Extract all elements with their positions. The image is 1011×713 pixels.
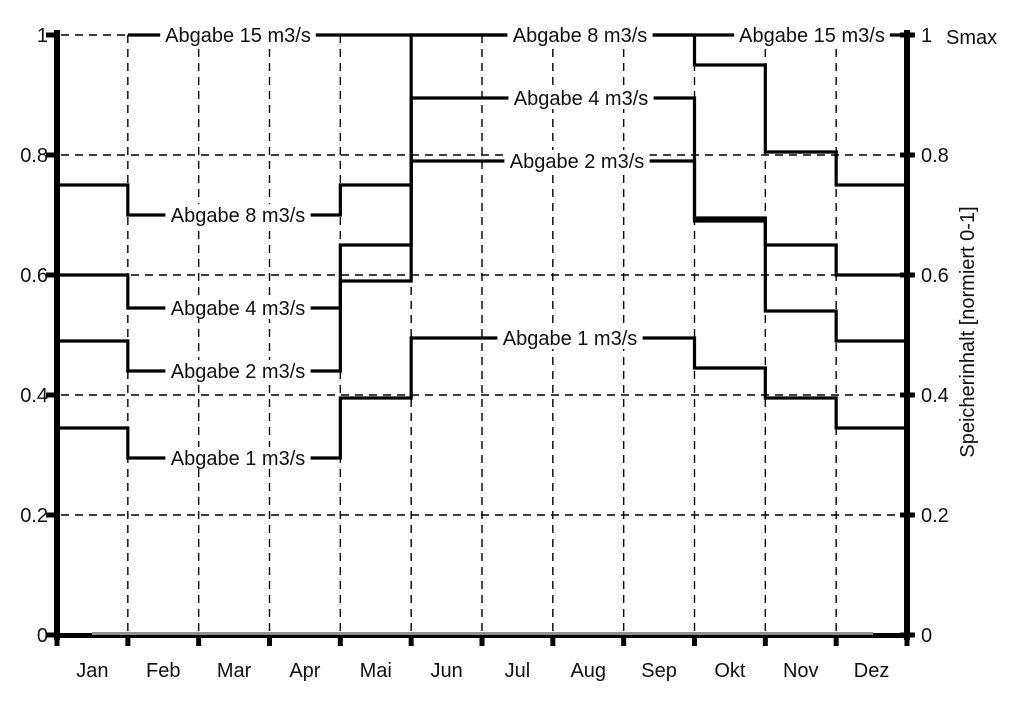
right-axis-title: Speicherinhalt [normiert 0-1] bbox=[957, 206, 979, 457]
series-label-bg bbox=[165, 447, 311, 469]
x-tick-label: Nov bbox=[783, 660, 819, 682]
right-tick-label: 0 bbox=[921, 625, 932, 647]
x-tick-label: Okt bbox=[714, 660, 746, 682]
series-label: Abgabe 8 m3/s bbox=[171, 205, 306, 227]
x-tick-label: Sep bbox=[641, 660, 677, 682]
series-label: Abgabe 15 m3/s bbox=[165, 25, 311, 47]
right-axis-tick bbox=[900, 632, 915, 638]
left-axis-tick bbox=[46, 272, 55, 278]
left-tick-label: 0.2 bbox=[20, 505, 48, 527]
series-label-bg bbox=[504, 150, 650, 172]
left-tick-label: 1 bbox=[37, 25, 48, 47]
series-label-bg bbox=[160, 24, 316, 46]
x-tick-label: Jun bbox=[430, 660, 462, 682]
series-label-bg bbox=[165, 360, 311, 382]
left-axis-tick bbox=[46, 632, 55, 638]
series-label: Abgabe 4 m3/s bbox=[514, 88, 649, 110]
series-label-bg bbox=[508, 87, 654, 109]
series-label: Abgabe 4 m3/s bbox=[171, 298, 306, 320]
series-label-bg bbox=[165, 204, 311, 226]
y-axis-right bbox=[904, 30, 910, 640]
x-axis bbox=[54, 633, 910, 638]
series-label: Abgabe 1 m3/s bbox=[503, 328, 638, 350]
bottom-axis-tick bbox=[125, 638, 131, 646]
x-tick-label: Feb bbox=[146, 660, 180, 682]
right-tick-label: 0.2 bbox=[921, 505, 949, 527]
right-tick-label: 1 bbox=[921, 25, 932, 47]
x-tick-label: Dez bbox=[854, 660, 890, 682]
right-tick-label: 0.6 bbox=[921, 265, 949, 287]
bottom-axis-tick bbox=[692, 638, 697, 646]
x-tick-label: Aug bbox=[570, 660, 606, 682]
right-axis-tick bbox=[900, 152, 915, 158]
right-axis-tick bbox=[900, 392, 915, 398]
right-axis-tick bbox=[900, 272, 915, 278]
series-label-bg bbox=[165, 297, 311, 319]
left-axis-tick bbox=[46, 512, 55, 518]
bottom-axis-tick bbox=[833, 638, 839, 646]
smax-label: Smax bbox=[946, 27, 997, 49]
series-label: Abgabe 2 m3/s bbox=[171, 361, 306, 383]
series-label-bg bbox=[497, 327, 643, 349]
bottom-axis-tick bbox=[762, 638, 768, 646]
bottom-axis-tick bbox=[408, 638, 414, 646]
right-axis-tick bbox=[900, 32, 915, 38]
bottom-axis-tick bbox=[621, 638, 627, 646]
bottom-axis-tick bbox=[54, 638, 60, 646]
left-axis-tick bbox=[46, 392, 55, 398]
series-label: Abgabe 1 m3/s bbox=[171, 448, 306, 470]
bottom-axis-tick bbox=[267, 638, 272, 646]
left-tick-label: 0 bbox=[37, 625, 48, 647]
x-tick-label: Mai bbox=[360, 660, 392, 682]
right-tick-label: 0.8 bbox=[921, 145, 949, 167]
bottom-axis-tick bbox=[479, 638, 485, 646]
x-tick-label: Jul bbox=[505, 660, 531, 682]
right-tick-label: 0.4 bbox=[921, 385, 949, 407]
left-tick-label: 0.6 bbox=[20, 265, 48, 287]
x-tick-label: Jan bbox=[76, 660, 108, 682]
x-tick-label: Apr bbox=[289, 660, 320, 682]
series-label: Abgabe 2 m3/s bbox=[510, 151, 645, 173]
bottom-axis-tick bbox=[337, 638, 343, 646]
series-label: Abgabe 8 m3/s bbox=[513, 25, 648, 47]
y-axis-left bbox=[54, 30, 60, 640]
series-label-bg bbox=[734, 24, 890, 46]
right-axis-tick bbox=[900, 512, 915, 518]
x-tick-label: Mar bbox=[217, 660, 252, 682]
left-tick-label: 0.4 bbox=[20, 385, 48, 407]
bottom-axis-tick bbox=[196, 638, 202, 646]
left-tick-label: 0.8 bbox=[20, 145, 48, 167]
bottom-axis-tick bbox=[550, 638, 556, 646]
series-label: Abgabe 15 m3/s bbox=[739, 25, 885, 47]
left-axis-tick bbox=[46, 32, 55, 38]
series-label-bg bbox=[507, 24, 653, 46]
left-axis-tick bbox=[46, 152, 55, 158]
bottom-axis-tick bbox=[904, 638, 910, 646]
